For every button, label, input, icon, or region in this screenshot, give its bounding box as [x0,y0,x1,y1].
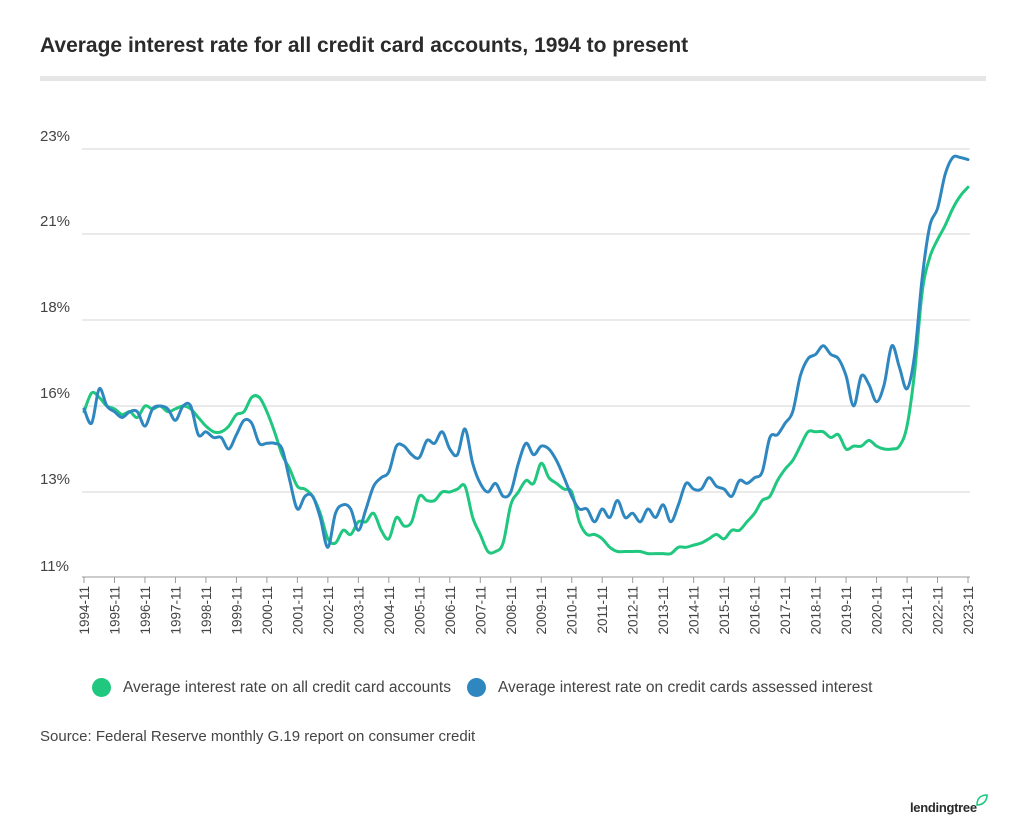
brand-logo: lendingtree [910,800,977,815]
x-tick-label: 2005-11 [412,586,427,635]
chart-title: Average interest rate for all credit car… [40,34,689,57]
source-note: Source: Federal Reserve monthly G.19 rep… [40,728,476,745]
y-tick-label: 23% [40,128,70,145]
x-axis-labels: 1994-11 1995-11 1996-11 1997-11 1998-11 1999-… [77,577,976,635]
legend-label: Average interest rate on credit cards as… [497,678,873,696]
x-tick-label: 1994-11 [77,586,92,635]
x-tick-label: 2011-11 [595,586,610,634]
x-tick-label: 1999-11 [229,586,244,635]
x-tick-label: 2008-11 [504,586,519,635]
y-tick-label: 21% [40,213,70,230]
x-tick-label: 2001-11 [290,586,305,635]
x-tick-label: 2014-11 [687,586,702,635]
x-tick-label: 2000-11 [260,586,275,635]
x-tick-label: 2007-11 [473,586,488,635]
x-tick-label: 2002-11 [321,586,336,635]
x-tick-label: 2010-11 [565,586,580,635]
legend-swatch-blue [466,678,486,697]
series-lines [82,154,970,556]
x-tick-label: 2022-11 [931,586,946,635]
x-tick-label: 1998-11 [199,586,214,635]
legend-swatch-green [92,678,111,697]
x-tick-label: 2015-11 [717,586,732,635]
x-tick-label: 2009-11 [534,586,549,635]
y-tick-label: 16% [40,385,70,402]
x-tick-label: 1995-11 [107,586,122,635]
x-tick-label: 2006-11 [443,586,458,635]
legend-item-assessed-interest: Average interest rate on credit cards as… [466,678,873,697]
title-divider [40,76,986,81]
x-tick-label: 2013-11 [656,586,671,635]
y-tick-label: 18% [40,299,70,316]
x-tick-label: 2017-11 [778,586,793,635]
x-tick-label: 1996-11 [138,586,153,635]
x-tick-label: 2021-11 [900,586,915,635]
series-line-all-accounts [82,185,970,556]
x-tick-label: 2023-11 [961,586,976,635]
x-tick-label: 2016-11 [748,586,763,635]
series-line-assessed-interest [82,154,970,549]
legend-label: Average interest rate on all credit card… [123,678,451,696]
x-tick-label: 2004-11 [382,586,397,635]
legend-item-all-accounts: Average interest rate on all credit card… [92,678,451,697]
y-tick-label: 11% [40,558,69,575]
x-tick-label: 2020-11 [870,586,885,635]
x-tick-label: 1997-11 [168,586,183,635]
x-tick-label: 2018-11 [809,586,824,635]
leaf-icon [976,794,988,806]
x-tick-label: 2003-11 [351,586,366,635]
legend: Average interest rate on all credit card… [92,678,888,697]
x-tick-label: 2019-11 [839,586,854,635]
gridlines [82,148,970,578]
y-tick-label: 13% [40,471,70,488]
y-axis-labels: 11% 13% 16% 18% 21% 23% [40,128,70,575]
x-tick-label: 2012-11 [626,586,641,635]
